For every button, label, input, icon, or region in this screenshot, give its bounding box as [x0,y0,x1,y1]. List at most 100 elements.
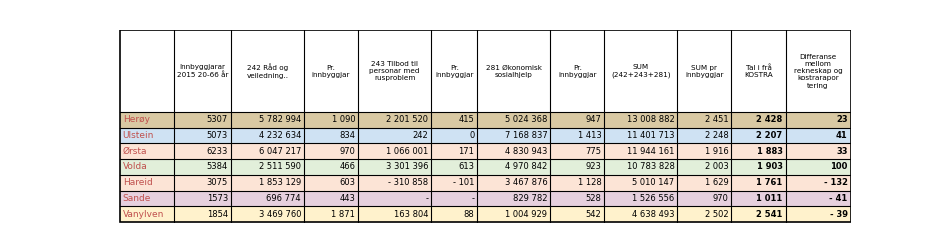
Bar [120,128,850,143]
Text: 1 916: 1 916 [705,147,728,156]
Text: 1 526 556: 1 526 556 [632,194,674,203]
Text: 1 128: 1 128 [578,178,602,187]
Text: 834: 834 [339,131,355,140]
Bar [120,206,850,222]
Text: 1 413: 1 413 [578,131,602,140]
Text: SUM
(242+243+281): SUM (242+243+281) [611,64,671,78]
Text: 1 629: 1 629 [705,178,728,187]
Text: 3075: 3075 [207,178,228,187]
Text: 528: 528 [586,194,602,203]
Text: 41: 41 [836,131,848,140]
Text: Pr.
innbyggjar: Pr. innbyggjar [312,64,350,78]
Text: 1 004 929: 1 004 929 [505,210,548,219]
Text: 5073: 5073 [207,131,228,140]
Text: - 101: - 101 [453,178,474,187]
Text: 23: 23 [836,115,848,124]
Text: Vanylven: Vanylven [123,210,164,219]
Text: 243 Tilbod til
personar med
rusproblem: 243 Tilbod til personar med rusproblem [369,61,420,82]
Text: Ørsta: Ørsta [123,147,148,156]
Text: 100: 100 [831,162,848,172]
Text: 13 008 882: 13 008 882 [627,115,674,124]
Text: 5 782 994: 5 782 994 [259,115,301,124]
Text: 5 010 147: 5 010 147 [633,178,674,187]
Text: 1573: 1573 [207,194,228,203]
Text: 775: 775 [586,147,602,156]
Text: 242: 242 [412,131,429,140]
Text: 2 428: 2 428 [757,115,782,124]
Text: 11 944 161: 11 944 161 [627,147,674,156]
Text: 466: 466 [339,162,355,172]
Text: 171: 171 [459,147,474,156]
Text: 1 903: 1 903 [757,162,782,172]
Text: Pr.
innbyggjar: Pr. innbyggjar [558,64,597,78]
Text: 1 853 129: 1 853 129 [259,178,301,187]
Text: 415: 415 [459,115,474,124]
Bar [120,175,850,190]
Text: 5307: 5307 [207,115,228,124]
Text: 2 003: 2 003 [705,162,728,172]
Text: 970: 970 [340,147,355,156]
Text: Volda: Volda [123,162,148,172]
Text: Hareid: Hareid [123,178,152,187]
Text: 2 451: 2 451 [705,115,728,124]
Bar [120,190,850,206]
Text: Herøy: Herøy [123,115,149,124]
Text: 11 401 713: 11 401 713 [627,131,674,140]
Text: 970: 970 [712,194,728,203]
Text: 281 Økonomisk
sosialhjelp: 281 Økonomisk sosialhjelp [486,64,542,78]
Text: 33: 33 [836,147,848,156]
Text: 542: 542 [586,210,602,219]
Text: 0: 0 [469,131,474,140]
Text: 613: 613 [458,162,474,172]
Text: 7 168 837: 7 168 837 [504,131,548,140]
Text: Pr.
innbyggjar: Pr. innbyggjar [435,64,473,78]
Text: Tal i frå
KOSTRA: Tal i frå KOSTRA [745,64,773,78]
Text: 1 761: 1 761 [757,178,782,187]
Text: 1 883: 1 883 [757,147,782,156]
Text: - 41: - 41 [830,194,848,203]
Text: 5 024 368: 5 024 368 [505,115,548,124]
Text: 829 782: 829 782 [513,194,548,203]
Text: 443: 443 [340,194,355,203]
Text: 6 047 217: 6 047 217 [259,147,301,156]
Text: 696 774: 696 774 [267,194,301,203]
Text: 1 011: 1 011 [757,194,782,203]
Text: 1 871: 1 871 [331,210,355,219]
Text: 6233: 6233 [206,147,228,156]
Text: 10 783 828: 10 783 828 [626,162,674,172]
Text: 4 970 842: 4 970 842 [505,162,548,172]
Bar [120,30,850,112]
Text: Differanse
mellom
rekneskap og
kostrarapor
tering: Differanse mellom rekneskap og kostrarap… [794,54,843,89]
Text: Innbyggjarar
2015 20-66 år: Innbyggjarar 2015 20-66 år [177,64,228,78]
Text: 3 467 876: 3 467 876 [504,178,548,187]
Text: - 132: - 132 [824,178,848,187]
Text: Sande: Sande [123,194,151,203]
Text: SUM pr
innbyggjar: SUM pr innbyggjar [685,64,724,78]
Text: 242 Råd og
veiledning..: 242 Råd og veiledning.. [247,64,289,78]
Text: 4 638 493: 4 638 493 [632,210,674,219]
Text: 4 232 634: 4 232 634 [259,131,301,140]
Text: 2 201 520: 2 201 520 [386,115,429,124]
Bar [120,143,850,159]
Text: 923: 923 [586,162,602,172]
Text: -: - [426,194,429,203]
Text: 1 066 001: 1 066 001 [386,147,429,156]
Text: 88: 88 [464,210,474,219]
Text: 2 207: 2 207 [757,131,782,140]
Text: 2 248: 2 248 [705,131,728,140]
Text: 5384: 5384 [207,162,228,172]
Text: 4 830 943: 4 830 943 [505,147,548,156]
Text: 163 804: 163 804 [394,210,429,219]
Text: - 39: - 39 [830,210,848,219]
Text: -: - [471,194,474,203]
Text: 603: 603 [339,178,355,187]
Text: Ulstein: Ulstein [123,131,154,140]
Text: - 310 858: - 310 858 [388,178,429,187]
Text: 1 090: 1 090 [331,115,355,124]
Text: 3 469 760: 3 469 760 [258,210,301,219]
Bar [120,112,850,128]
Text: 1854: 1854 [207,210,228,219]
Text: 2 502: 2 502 [705,210,728,219]
Text: 3 301 396: 3 301 396 [386,162,429,172]
Text: 947: 947 [586,115,602,124]
